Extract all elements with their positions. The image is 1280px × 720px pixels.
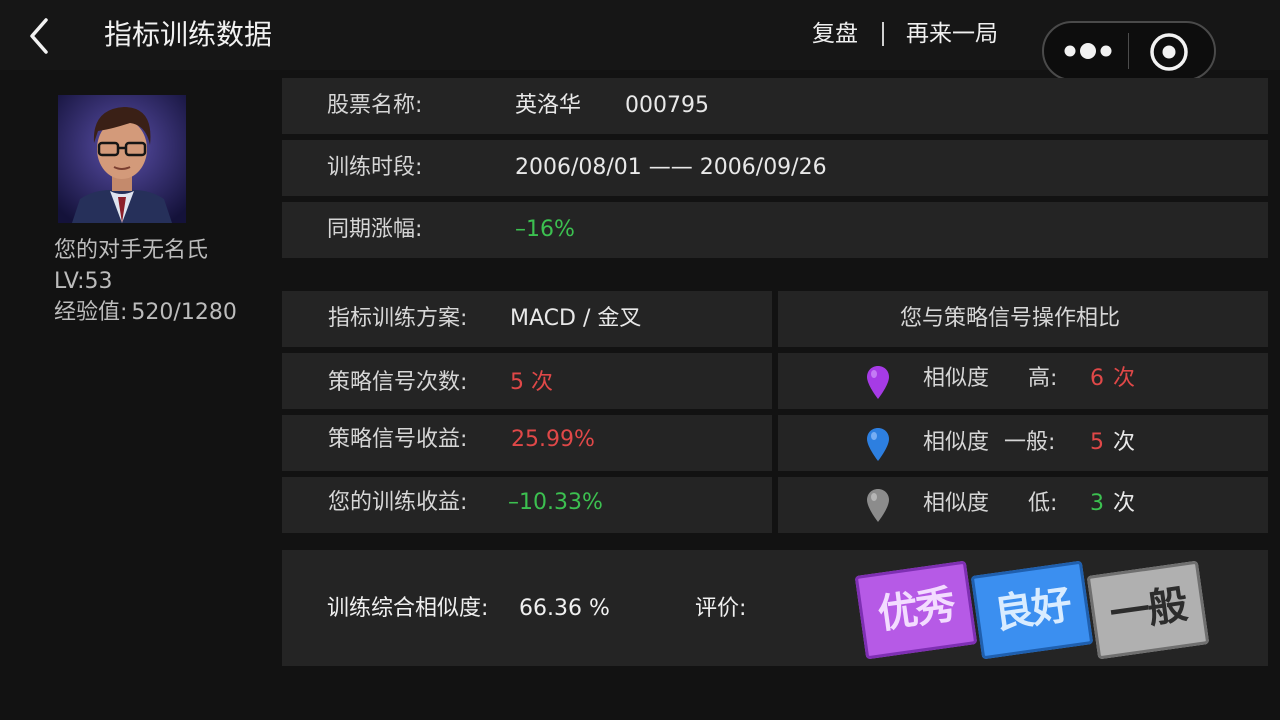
- avatar: [58, 95, 186, 223]
- experience: 经验值: 520/1280: [54, 298, 237, 328]
- player-level: LV:53: [54, 269, 113, 294]
- signal-return-label: 策略信号收益:: [328, 427, 468, 452]
- play-again-button[interactable]: 再来一局: [906, 21, 998, 47]
- stock-code: 000795: [625, 93, 709, 118]
- stock-name: 英洛华: [515, 93, 582, 118]
- experience-label: 经验值:: [54, 300, 128, 325]
- page-title: 指标训练数据: [104, 18, 273, 51]
- change-label: 同期涨幅:: [327, 217, 423, 242]
- period-label: 训练时段:: [327, 155, 423, 180]
- stock-name-label: 股票名称:: [327, 93, 423, 118]
- change-value: –16%: [515, 217, 575, 242]
- chevron-left-icon[interactable]: [24, 14, 60, 58]
- similarity-level: 高:: [1028, 366, 1058, 391]
- plan-card: 指标训练方案: MACD / 金叉: [282, 291, 772, 347]
- opponent-name: 您的对手无名氏: [54, 238, 209, 263]
- review-button[interactable]: 复盘: [812, 21, 858, 47]
- similarity-medium-row: 相似度 一般: 5 次: [778, 415, 1268, 471]
- similarity-unit: 次: [1113, 366, 1136, 391]
- stock-name-card: 股票名称: 英洛华 000795: [282, 78, 1268, 134]
- overall-similarity-value: 66.36 %: [519, 596, 610, 621]
- signal-return-card: 策略信号收益: 25.99%: [282, 415, 772, 471]
- similarity-count: 6: [1090, 366, 1104, 391]
- signal-count-card: 策略信号次数: 5 次: [282, 353, 772, 409]
- target-icon[interactable]: [1148, 31, 1190, 73]
- similarity-count: 3: [1090, 491, 1104, 516]
- map-pin-gray-icon: [867, 489, 889, 522]
- signal-count-label: 策略信号次数:: [328, 370, 468, 395]
- your-return-card: 您的训练收益: –10.33%: [282, 477, 772, 533]
- your-return-label: 您的训练收益:: [328, 490, 468, 515]
- capsule-divider: [1128, 33, 1129, 69]
- miniprogram-capsule: [1042, 21, 1216, 81]
- divider: [882, 22, 884, 46]
- period-value: 2006/08/01 —— 2006/09/26: [515, 155, 827, 180]
- plan-label: 指标训练方案:: [328, 306, 468, 331]
- rating-stamp-average: 一般: [1086, 560, 1210, 660]
- comparison-header-card: 您与策略信号操作相比: [778, 291, 1268, 347]
- your-return-value: –10.33%: [508, 490, 603, 515]
- rating-stamp-excellent: 优秀: [854, 560, 978, 660]
- similarity-low-row: 相似度 低: 3 次: [778, 477, 1268, 533]
- similarity-level: 低:: [1028, 491, 1058, 516]
- similarity-label: 相似度: [923, 491, 990, 516]
- similarity-unit: 次: [1113, 430, 1136, 455]
- similarity-unit: 次: [1113, 491, 1136, 516]
- rating-label: 评价:: [695, 596, 747, 621]
- map-pin-purple-icon: [867, 366, 889, 399]
- overall-similarity-label: 训练综合相似度:: [327, 596, 489, 621]
- similarity-high-row: 相似度 高: 6 次: [778, 353, 1268, 409]
- map-pin-blue-icon: [867, 428, 889, 461]
- experience-value: 520/1280: [131, 300, 237, 325]
- similarity-count: 5: [1090, 430, 1104, 455]
- signal-count-value: 5 次: [510, 370, 553, 395]
- change-card: 同期涨幅: –16%: [282, 202, 1268, 258]
- more-dots-icon[interactable]: [1060, 37, 1116, 65]
- similarity-label: 相似度: [923, 430, 990, 455]
- signal-return-value: 25.99%: [511, 427, 595, 452]
- rating-stamp-good: 良好: [970, 560, 1094, 660]
- similarity-level: 一般:: [1004, 430, 1056, 455]
- plan-value: MACD / 金叉: [510, 306, 642, 331]
- comparison-header: 您与策略信号操作相比: [899, 306, 1120, 331]
- period-card: 训练时段: 2006/08/01 —— 2006/09/26: [282, 140, 1268, 196]
- similarity-label: 相似度: [923, 366, 990, 391]
